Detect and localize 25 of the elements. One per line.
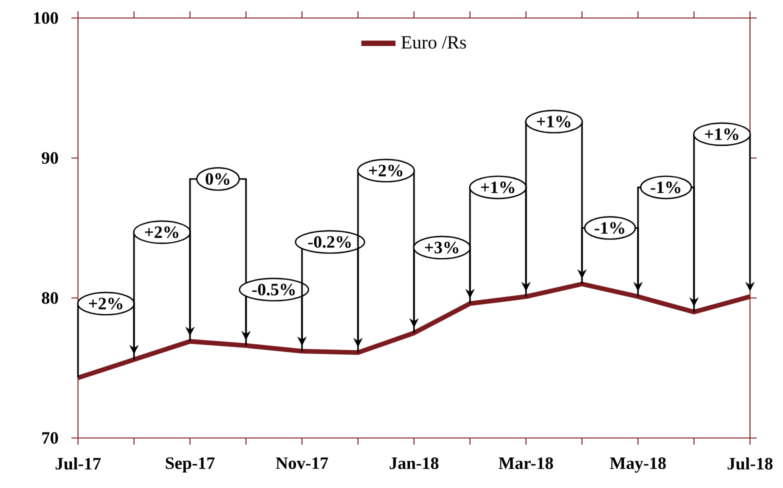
y-tick-label: 70 (42, 432, 58, 444)
x-tick-label: Mar-18 (498, 457, 554, 470)
annotation: -0.5% (252, 284, 295, 296)
annotation: +2% (88, 298, 122, 310)
annotation: +2% (144, 226, 178, 238)
x-tick-label: Jul-17 (56, 457, 101, 470)
y-tick-label: 90 (42, 152, 58, 164)
x-tick-label: Jul-18 (728, 457, 773, 470)
x-tick-label: Sep-17 (166, 457, 215, 473)
annotation: +1% (704, 128, 738, 140)
x-tick-label: May-18 (610, 457, 666, 473)
annotation: -0.2% (308, 236, 351, 248)
x-tick-label: Jan-18 (390, 457, 438, 470)
annotation: -1% (594, 222, 624, 234)
x-tick-label: Nov-17 (276, 457, 328, 469)
annotation: +2% (368, 164, 402, 176)
legend-label: Euro /Rs (401, 36, 466, 49)
annotation: +1% (480, 182, 514, 194)
line-series (76, 282, 752, 380)
annotation: +3% (424, 242, 458, 254)
y-tick-label: 100 (34, 12, 58, 24)
annotation: 0% (206, 173, 230, 185)
annotation: +1% (536, 116, 570, 128)
y-tick-label: 80 (42, 292, 58, 304)
annotation: -1% (650, 182, 680, 194)
